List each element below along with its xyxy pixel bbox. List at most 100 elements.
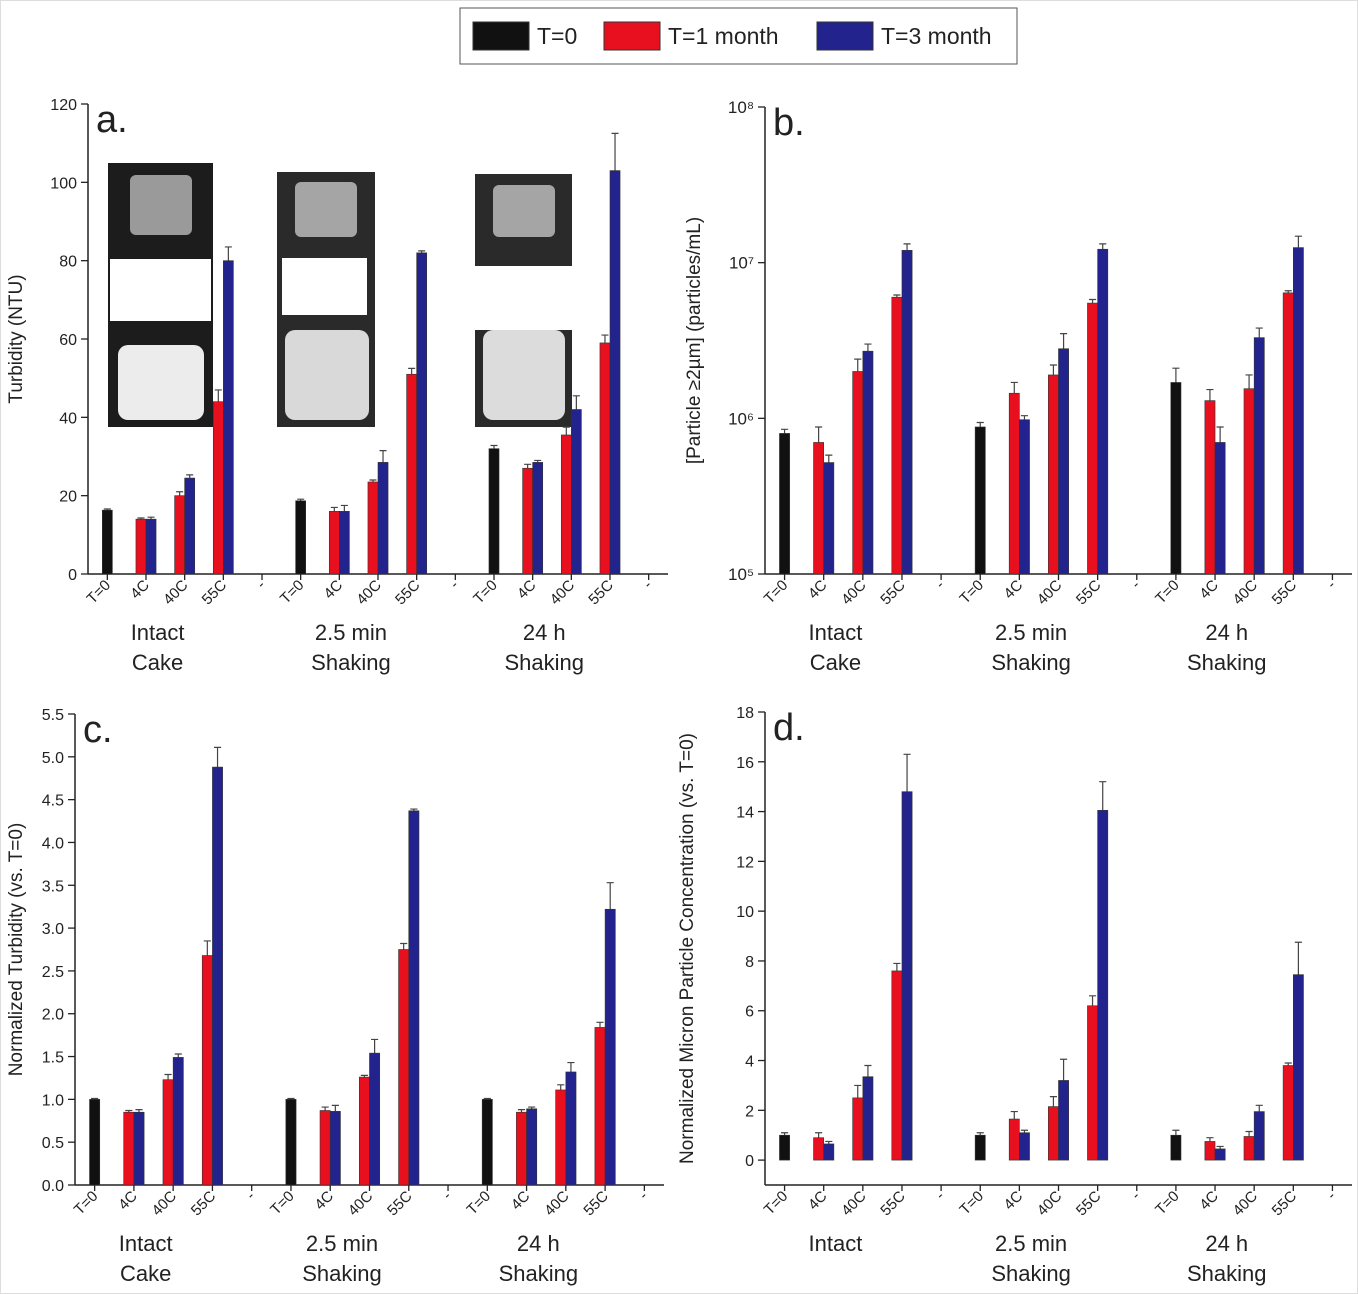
y-tick-label: 4.0 bbox=[42, 835, 64, 852]
group-label: Cake bbox=[132, 650, 183, 675]
bar bbox=[814, 1138, 824, 1160]
photo-label bbox=[110, 259, 211, 321]
panel-label: a. bbox=[96, 99, 128, 141]
bar bbox=[163, 1080, 173, 1185]
group-label: Shaking bbox=[1187, 1261, 1267, 1286]
group-label: Shaking bbox=[311, 650, 391, 675]
photo-cap bbox=[493, 185, 555, 237]
bar bbox=[296, 501, 306, 574]
group-label: 2.5 min bbox=[315, 620, 387, 645]
bar bbox=[610, 171, 620, 574]
bar bbox=[600, 343, 610, 574]
bar bbox=[185, 478, 195, 574]
group-label: Cake bbox=[810, 650, 861, 675]
panel-label: b. bbox=[773, 102, 805, 144]
bar bbox=[175, 496, 185, 574]
y-tick-label: 5.0 bbox=[42, 750, 64, 767]
bar bbox=[863, 1077, 873, 1160]
y-tick-label: 3.5 bbox=[42, 878, 64, 895]
y-tick-label: 0 bbox=[68, 567, 77, 584]
bar bbox=[605, 909, 615, 1185]
photo-label bbox=[472, 266, 572, 330]
y-tick-label: 20 bbox=[59, 489, 77, 506]
bar bbox=[1048, 375, 1058, 574]
bar bbox=[378, 462, 388, 574]
bar bbox=[399, 950, 409, 1186]
y-axis-label: Turbidity (NTU) bbox=[6, 274, 27, 403]
group-label: Shaking bbox=[302, 1261, 382, 1286]
group-label: 2.5 min bbox=[306, 1231, 378, 1256]
bar bbox=[853, 371, 863, 574]
y-axis-label: [Particle ≥2µm] (particles/mL) bbox=[684, 217, 705, 464]
y-tick-label: 4.5 bbox=[42, 793, 64, 810]
y-tick-label: 18 bbox=[736, 705, 754, 722]
bar bbox=[1098, 810, 1108, 1160]
group-label: Shaking bbox=[991, 650, 1071, 675]
bar bbox=[814, 442, 824, 574]
bar bbox=[595, 1027, 605, 1185]
bar bbox=[1215, 1149, 1225, 1160]
bar bbox=[571, 410, 581, 575]
group-label: 2.5 min bbox=[995, 1231, 1067, 1256]
bar bbox=[368, 482, 378, 574]
bar bbox=[213, 402, 223, 574]
bar bbox=[1098, 249, 1108, 574]
bar bbox=[1009, 1119, 1019, 1160]
bar bbox=[212, 767, 222, 1185]
group-label: Cake bbox=[120, 1261, 171, 1286]
bar bbox=[527, 1109, 537, 1185]
bar bbox=[561, 435, 571, 574]
bar bbox=[1171, 382, 1181, 574]
bar bbox=[1009, 393, 1019, 574]
y-tick-label: 16 bbox=[736, 755, 754, 772]
bar bbox=[482, 1099, 492, 1185]
bar bbox=[90, 1099, 100, 1185]
group-label: Intact bbox=[809, 620, 863, 645]
y-tick-label: 2.5 bbox=[42, 964, 64, 981]
bar bbox=[320, 1110, 330, 1185]
bar bbox=[566, 1072, 576, 1185]
group-label: 24 h bbox=[1205, 620, 1248, 645]
y-tick-label: 10 bbox=[736, 904, 754, 921]
bar bbox=[1059, 349, 1069, 574]
bar bbox=[1283, 1066, 1293, 1161]
y-tick-label: 2.0 bbox=[42, 1007, 64, 1024]
y-tick-label: 100 bbox=[50, 175, 77, 192]
bar bbox=[173, 1057, 183, 1185]
bar bbox=[329, 511, 339, 574]
y-tick-label: 2 bbox=[745, 1103, 754, 1120]
bar bbox=[1171, 1135, 1181, 1160]
bar bbox=[1244, 1136, 1254, 1160]
photo-cake bbox=[285, 330, 369, 420]
panel-label: c. bbox=[83, 709, 113, 751]
photo-label bbox=[282, 258, 367, 315]
bar bbox=[1048, 1107, 1058, 1161]
y-tick-label: 60 bbox=[59, 332, 77, 349]
group-label: Shaking bbox=[499, 1261, 579, 1286]
bar bbox=[902, 250, 912, 574]
bar bbox=[370, 1053, 380, 1185]
y-tick-label: 0.5 bbox=[42, 1135, 64, 1152]
group-label: Intact bbox=[119, 1231, 173, 1256]
panel-label: d. bbox=[773, 707, 805, 749]
legend-label: T=1 month bbox=[668, 23, 779, 49]
bar bbox=[824, 1144, 834, 1160]
bar bbox=[1254, 338, 1264, 574]
y-tick-label: 14 bbox=[736, 805, 754, 822]
bar bbox=[407, 374, 417, 574]
bar bbox=[892, 297, 902, 574]
legend-label: T=3 month bbox=[881, 23, 992, 49]
bar bbox=[1205, 1141, 1215, 1160]
bar bbox=[824, 463, 834, 574]
bar bbox=[1205, 401, 1215, 574]
figure: T=0T=1 monthT=3 month020406080100120a.Tu… bbox=[0, 0, 1358, 1294]
bar bbox=[1283, 293, 1293, 574]
bar bbox=[330, 1111, 340, 1185]
group-label: 24 h bbox=[1205, 1231, 1248, 1256]
y-axis-label: Normalized Micron Particle Concentration… bbox=[677, 733, 698, 1164]
bar bbox=[1254, 1112, 1264, 1161]
bar bbox=[1087, 1006, 1097, 1160]
bar bbox=[516, 1112, 526, 1185]
y-tick-label: 10⁷ bbox=[729, 254, 754, 273]
y-tick-label: 1.5 bbox=[42, 1050, 64, 1067]
